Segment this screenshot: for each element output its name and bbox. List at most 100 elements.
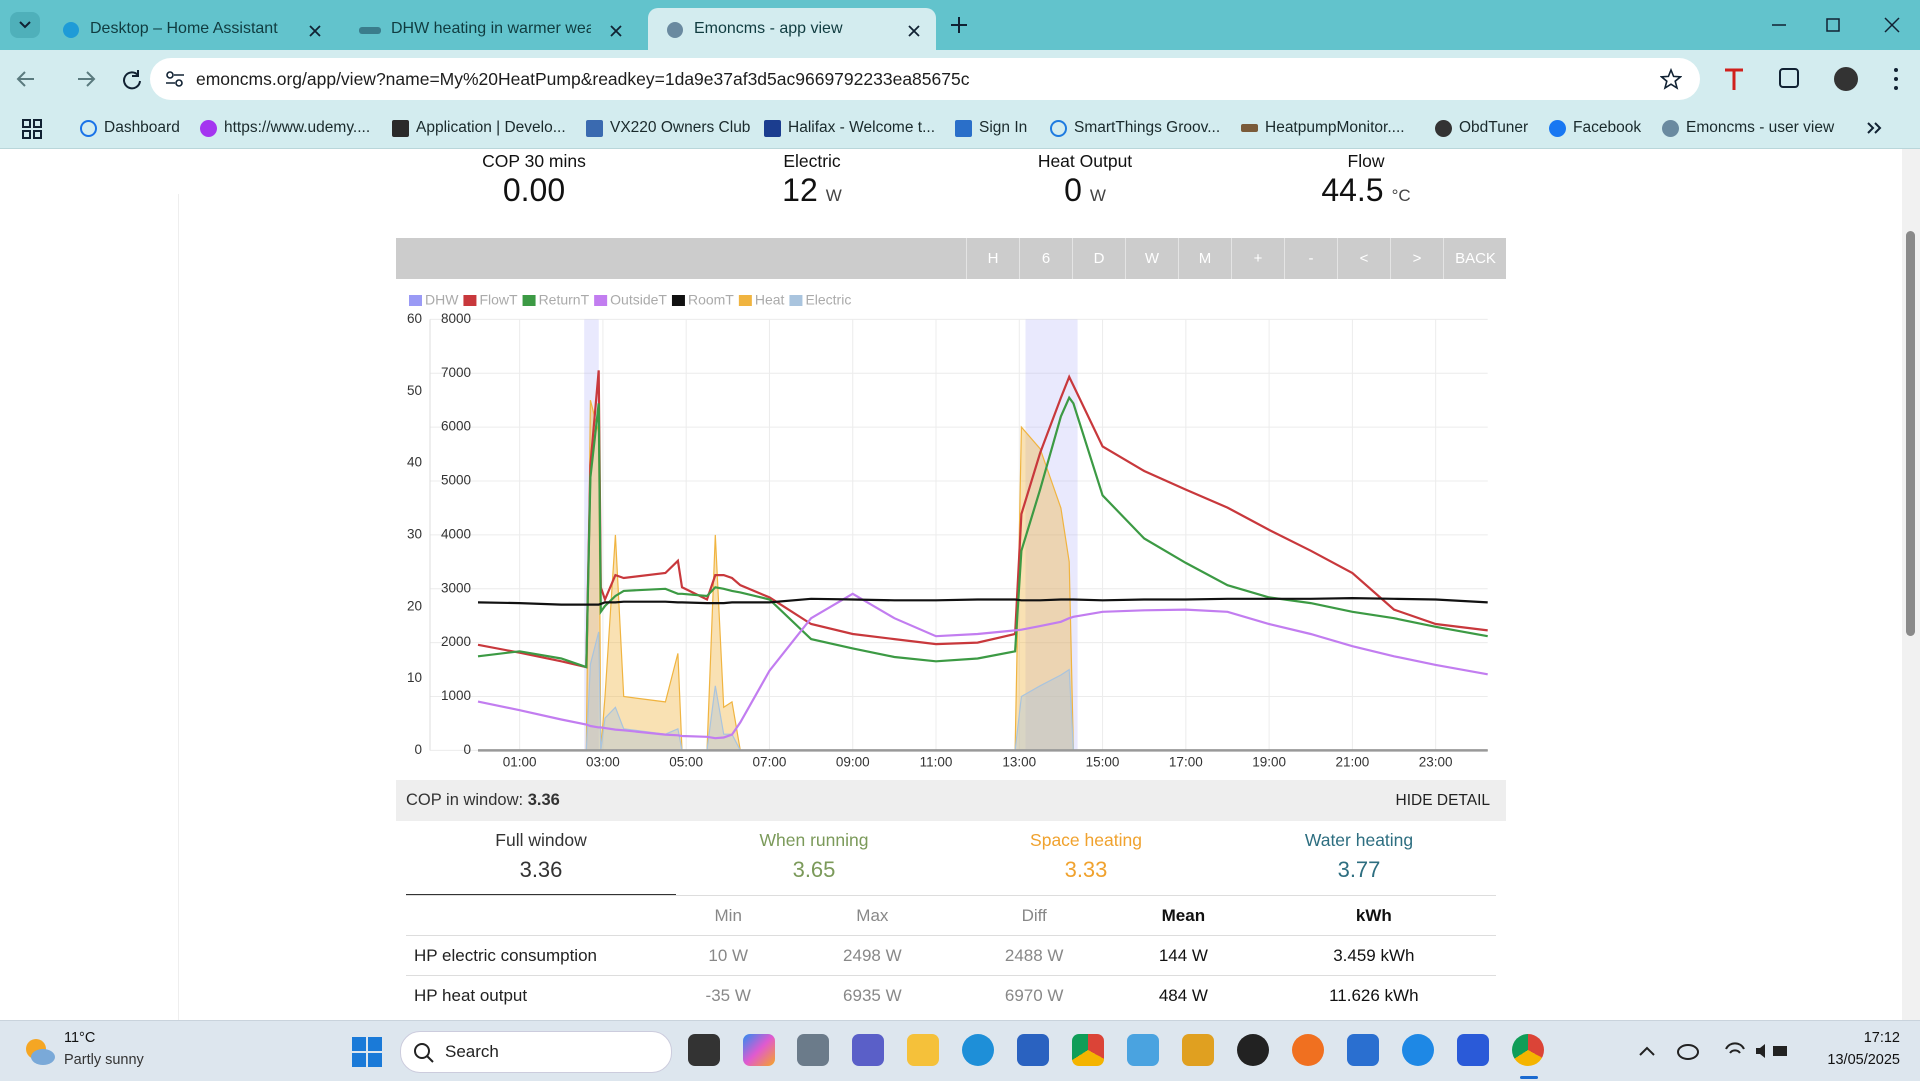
stats-table: Min Max Diff Mean kWh HP electric consumptio…	[406, 895, 1496, 1015]
nav-buttons[interactable]	[14, 68, 144, 90]
header-cell	[406, 895, 665, 936]
x-tick-label: 17:00	[1169, 754, 1203, 769]
range-button[interactable]: D	[1072, 238, 1125, 279]
app-icon[interactable]	[1237, 1034, 1269, 1066]
bookmark[interactable]: Halifax - Welcome t...	[764, 108, 935, 148]
range-button[interactable]: >	[1390, 238, 1443, 279]
tab-close[interactable]	[309, 25, 321, 37]
cop-tab-value: 3.33	[1064, 857, 1108, 882]
y2-tick-label: 0	[463, 742, 471, 757]
cop-window-label: COP in window:	[406, 791, 524, 809]
bookmark[interactable]: SmartThings Groov...	[1050, 108, 1220, 148]
cop-tab[interactable]: Full window 3.36	[406, 830, 676, 895]
tray-icons[interactable]	[1638, 1039, 1788, 1063]
app-icon[interactable]	[1402, 1034, 1434, 1066]
bookmark[interactable]: Sign In	[955, 108, 1027, 148]
range-button[interactable]: W	[1125, 238, 1178, 279]
more-bookmarks[interactable]	[1866, 121, 1882, 135]
stat: Electric 12 W	[662, 151, 962, 209]
legend-swatch	[789, 295, 803, 306]
toolbar-icons[interactable]	[1720, 64, 1920, 94]
area	[478, 631, 1488, 751]
legend-label: ReturnT	[539, 292, 590, 308]
legend-label: DHW	[425, 292, 459, 308]
range-button[interactable]: +	[1231, 238, 1284, 279]
cop-tab-value: 3.65	[792, 857, 836, 882]
bookmark[interactable]: HeatpumpMonitor....	[1241, 108, 1405, 148]
page-content: COP 30 mins 0.00 Electric 12 W Heat Output 0…	[0, 149, 1920, 1020]
cop-window-bar: COP in window: 3.36 HIDE DETAIL	[396, 780, 1506, 821]
app-icon[interactable]	[797, 1034, 829, 1066]
apps-icon[interactable]	[22, 119, 42, 139]
tab-close[interactable]	[610, 25, 622, 37]
browser-tab-active[interactable]: Emoncms - app view	[648, 8, 936, 50]
app-icon[interactable]	[1457, 1034, 1489, 1066]
hide-detail[interactable]: HIDE DETAIL	[1395, 792, 1490, 809]
stat-value: 12	[782, 172, 818, 208]
header-cell: Diff	[953, 895, 1116, 936]
app-icon[interactable]	[1347, 1034, 1379, 1066]
range-button[interactable]: M	[1178, 238, 1231, 279]
chart: 0 1000 2000 3000 4000 5000 6000 7000 8000 0 10 20 30…	[407, 292, 1488, 769]
app-icon-active[interactable]	[1512, 1034, 1544, 1066]
tab-icon	[667, 22, 683, 38]
range-button[interactable]: <	[1337, 238, 1390, 279]
site-info-icon[interactable]	[164, 69, 186, 89]
app-icon[interactable]	[688, 1034, 720, 1066]
bookmark[interactable]: https://www.udemy....	[200, 108, 370, 148]
url-bar[interactable]: emoncms.org/app/view?name=My%20HeatPump&…	[150, 58, 1700, 100]
header-cell: Mean	[1115, 895, 1252, 936]
browser-tab[interactable]: DHW heating in warmer weathe	[345, 8, 633, 50]
bookmark-star[interactable]	[1660, 68, 1682, 90]
app-icon[interactable]	[1127, 1034, 1159, 1066]
cell: 2488 W	[953, 935, 1116, 976]
bookmark[interactable]: Application | Develo...	[392, 108, 566, 148]
search-box[interactable]: Search	[400, 1031, 672, 1073]
tab-search-button[interactable]	[10, 12, 40, 38]
bookmark[interactable]: Dashboard	[80, 108, 180, 148]
cop-tab-label: Water heating	[1304, 830, 1414, 850]
browser-tab[interactable]: Desktop – Home Assistant	[44, 8, 332, 50]
stat-value: 0	[1064, 172, 1082, 208]
tab-close[interactable]	[908, 25, 920, 37]
y-tick-label: 0	[414, 742, 422, 757]
range-button[interactable]: H	[966, 238, 1019, 279]
bookmark[interactable]: Emoncms - user view	[1662, 108, 1834, 148]
bookmark-label: HeatpumpMonitor....	[1265, 119, 1405, 136]
table-header: Min Max Diff Mean kWh	[406, 895, 1496, 936]
y2-tick-label: 3000	[441, 580, 471, 595]
cop-tab-label: When running	[759, 830, 869, 850]
app-icon[interactable]	[1182, 1034, 1214, 1066]
tab-title: Emoncms - app view	[694, 20, 843, 37]
bookmark[interactable]: ObdTuner	[1435, 108, 1528, 148]
bookmark[interactable]: Facebook	[1549, 108, 1641, 148]
clock-date: 13/05/2025	[1827, 1052, 1900, 1068]
legend-swatch	[463, 295, 477, 306]
app-icon[interactable]	[907, 1034, 939, 1066]
app-icon[interactable]	[852, 1034, 884, 1066]
app-icon[interactable]	[743, 1034, 775, 1066]
cop-tab[interactable]: Space heating 3.33	[951, 830, 1221, 883]
app-icon[interactable]	[1292, 1034, 1324, 1066]
app-icon[interactable]	[1072, 1034, 1104, 1066]
range-button[interactable]: -	[1284, 238, 1337, 279]
y-tick-label: 10	[407, 670, 422, 685]
cop-tab[interactable]: Water heating 3.77	[1224, 830, 1494, 883]
start-button[interactable]	[352, 1037, 382, 1067]
new-tab[interactable]	[950, 16, 968, 34]
app-icon[interactable]	[962, 1034, 994, 1066]
cop-tab-label: Full window	[495, 830, 587, 850]
range-button[interactable]: 6	[1019, 238, 1072, 279]
scrollbar[interactable]	[1902, 149, 1920, 1020]
bookmark-label: ObdTuner	[1459, 119, 1529, 136]
window-controls[interactable]	[1760, 14, 1920, 36]
range-button[interactable]: BACK	[1443, 238, 1507, 279]
bookmark[interactable]: VX220 Owners Club	[586, 108, 750, 148]
legend-swatch	[594, 295, 608, 306]
app-icon[interactable]	[1017, 1034, 1049, 1066]
y-tick-label: 40	[407, 455, 422, 470]
scroll-thumb[interactable]	[1906, 231, 1915, 636]
address-row: emoncms.org/app/view?name=My%20HeatPump&…	[0, 50, 1920, 108]
cop-tab[interactable]: When running 3.65	[679, 830, 949, 883]
